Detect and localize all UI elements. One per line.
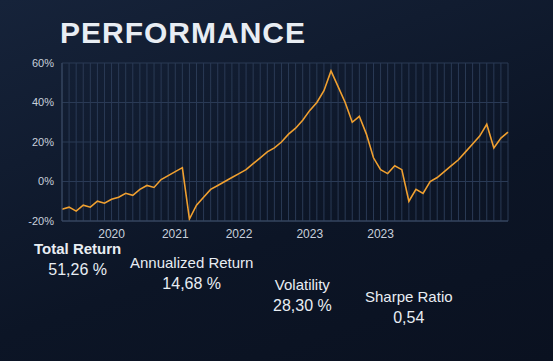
svg-text:2021: 2021 bbox=[162, 227, 189, 241]
svg-text:2020: 2020 bbox=[98, 227, 125, 241]
svg-text:0%: 0% bbox=[38, 175, 54, 187]
html-text:28,30 %: 28,30 % bbox=[273, 297, 332, 314]
svg-text:2022: 2022 bbox=[226, 227, 253, 241]
html-text:51,26 %: 51,26 % bbox=[48, 261, 107, 278]
html-text:PERFORMANCE: PERFORMANCE bbox=[60, 16, 306, 49]
html-text:14,68 %: 14,68 % bbox=[162, 275, 222, 292]
html-text:Sharpe Ratio: Sharpe Ratio bbox=[365, 288, 453, 305]
svg-text:40%: 40% bbox=[32, 96, 54, 108]
svg-text:60%: 60% bbox=[32, 57, 54, 69]
html-text:Volatility: Volatility bbox=[274, 276, 330, 293]
svg-text:-20%: -20% bbox=[28, 215, 54, 227]
html-text:0,54: 0,54 bbox=[393, 309, 425, 326]
svg-text:20%: 20% bbox=[32, 136, 54, 148]
html-text:Total Return: Total Return bbox=[34, 240, 122, 257]
html-text:Annualized Return: Annualized Return bbox=[130, 254, 254, 271]
svg-text:2023: 2023 bbox=[367, 227, 394, 241]
svg-text:2023: 2023 bbox=[296, 227, 323, 241]
